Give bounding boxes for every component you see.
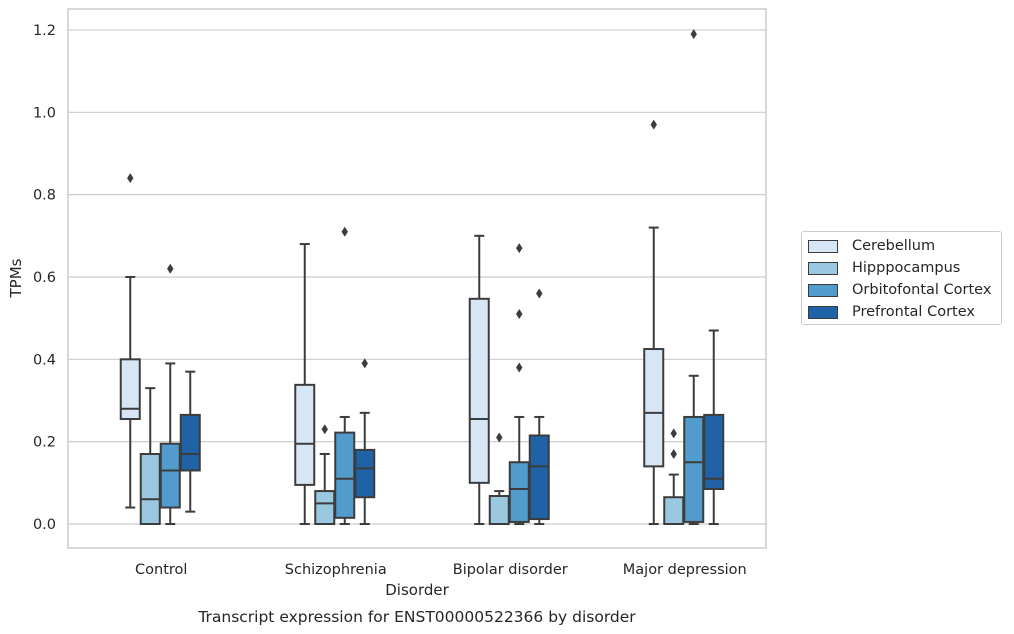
- y-tick-label: 0.8: [33, 188, 56, 204]
- box-prefrontal-cortex-bipolar-disorder: [528, 288, 550, 525]
- x-tick-label: Major depression: [623, 562, 747, 578]
- legend-swatch: [808, 283, 838, 297]
- legend-item-hippocampus: Hipppocampus: [808, 258, 960, 278]
- box-cerebellum-major-depression: [643, 119, 665, 525]
- iqr-box: [528, 434, 550, 521]
- box-hipppocampus-control: [139, 387, 161, 525]
- box-hipppocampus-major-depression: [663, 428, 685, 526]
- y-tick-label: 0.0: [33, 517, 56, 533]
- outlier-point: [670, 428, 677, 439]
- iqr-box: [119, 358, 141, 421]
- outlier-point: [670, 449, 677, 460]
- box-prefrontal-cortex-major-depression: [703, 329, 725, 525]
- legend: Cerebellum Hipppocampus Orbitofontal Cor…: [801, 231, 1002, 325]
- iqr-box: [663, 496, 685, 526]
- outlier-point: [361, 358, 368, 369]
- y-tick-label: 1.2: [33, 23, 56, 39]
- outlier-point: [321, 424, 328, 435]
- legend-item-cerebellum: Cerebellum: [808, 236, 935, 256]
- legend-item-prefrontal: Prefrontal Cortex: [808, 302, 975, 322]
- iqr-box: [139, 453, 161, 525]
- iqr-box: [179, 413, 201, 472]
- legend-label: Prefrontal Cortex: [852, 304, 975, 320]
- plot-frame: [67, 8, 767, 549]
- outlier-point: [516, 243, 523, 254]
- y-tick-label: 0.2: [33, 435, 56, 451]
- box-cerebellum-bipolar-disorder: [468, 234, 490, 525]
- iqr-box: [643, 348, 665, 468]
- outlier-point: [536, 288, 543, 299]
- iqr-box: [488, 495, 510, 525]
- outlier-point: [341, 226, 348, 237]
- outlier-point: [167, 263, 174, 274]
- iqr-box: [703, 413, 725, 491]
- legend-label: Hipppocampus: [852, 260, 961, 276]
- box-orbitofontal-cortex-schizophrenia: [334, 226, 356, 525]
- box-orbitofontal-cortex-bipolar-disorder: [508, 243, 530, 525]
- legend-item-orbitofrontal: Orbitofontal Cortex: [808, 280, 991, 300]
- box-hipppocampus-bipolar-disorder: [488, 432, 510, 525]
- legend-swatch: [808, 239, 838, 253]
- outlier-point: [496, 432, 503, 443]
- y-tick-label: 1.0: [33, 105, 56, 121]
- outlier-point: [127, 173, 134, 184]
- iqr-box: [354, 448, 376, 499]
- y-tick-label: 0.6: [33, 270, 56, 286]
- chart-caption: Transcript expression for ENST0000052236…: [197, 608, 636, 626]
- iqr-box: [334, 431, 356, 519]
- box-hipppocampus-schizophrenia: [314, 424, 336, 525]
- legend-swatch: [808, 305, 838, 319]
- outlier-point: [690, 29, 697, 40]
- iqr-box: [294, 383, 316, 486]
- x-axis-label: Disorder: [385, 581, 449, 599]
- box-prefrontal-cortex-schizophrenia: [354, 358, 376, 525]
- outlier-point: [650, 119, 657, 130]
- y-tick-label: 0.4: [33, 352, 56, 368]
- box-orbitofontal-cortex-control: [159, 263, 181, 525]
- legend-swatch: [808, 261, 838, 275]
- iqr-box: [683, 415, 705, 523]
- iqr-box: [159, 442, 181, 509]
- iqr-box: [468, 297, 490, 484]
- box-cerebellum-schizophrenia: [294, 243, 316, 525]
- x-tick-label: Bipolar disorder: [453, 562, 568, 578]
- y-tick-labels: 0.0 0.2 0.4 0.6 0.8 1.0 1.2: [33, 23, 56, 533]
- x-tick-label: Schizophrenia: [285, 562, 387, 578]
- box-prefrontal-cortex-control: [179, 370, 201, 513]
- legend-label: Cerebellum: [852, 238, 936, 254]
- outlier-point: [516, 362, 523, 373]
- iqr-box: [314, 490, 336, 525]
- y-axis-label: TPMs: [7, 258, 25, 298]
- box-groups: [119, 29, 725, 526]
- outlier-point: [516, 309, 523, 320]
- box-cerebellum-control: [119, 173, 141, 509]
- iqr-box: [508, 461, 530, 523]
- legend-label: Orbitofontal Cortex: [852, 282, 992, 298]
- x-tick-labels: Control Schizophrenia Bipolar disorder Majo…: [135, 562, 747, 578]
- x-tick-label: Control: [135, 562, 187, 578]
